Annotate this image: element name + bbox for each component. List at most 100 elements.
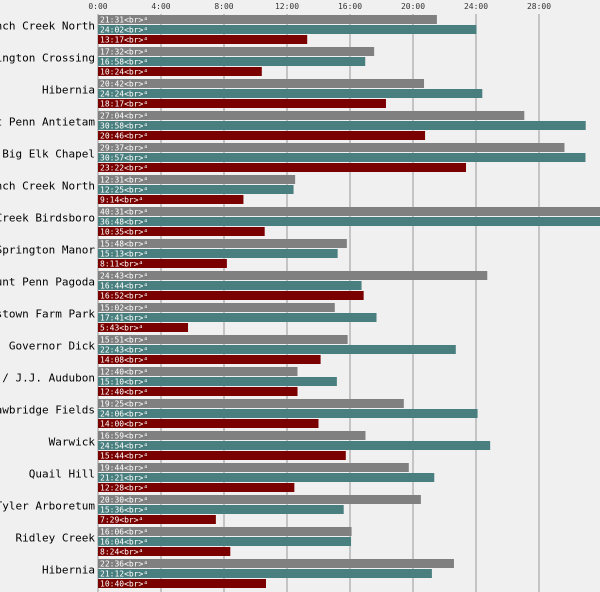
bar — [98, 495, 421, 504]
bars: 21:31<br>⁴24:02<br>⁴13:17<br>⁴ 17:32<br>⁴… — [98, 15, 600, 589]
bar-value-label: 16:06<br>⁴ — [100, 528, 148, 537]
bar — [98, 409, 478, 418]
bar-value-label: 19:25<br>⁴ — [100, 400, 148, 409]
bar — [98, 355, 321, 364]
x-axis-ticks: 0:00 4:00 8:00 12:00 16:00 20:00 24:00 28:00 — [88, 2, 551, 11]
bar-value-label: 19:44<br>⁴ — [100, 464, 148, 473]
y-tick-label: French Creek Birdsboro — [0, 212, 95, 225]
x-tick-label: 8:00 — [214, 2, 233, 11]
bar — [98, 111, 525, 120]
bar — [98, 79, 425, 88]
x-tick-label: 12:00 — [275, 2, 299, 11]
bar — [98, 559, 454, 568]
bar-value-label: 5:43<br>⁴ — [100, 324, 143, 333]
bar — [98, 217, 600, 226]
bar — [98, 569, 432, 578]
bar-value-label: 29:37<br>⁴ — [100, 144, 148, 153]
bar — [98, 67, 262, 76]
bar-value-label: 15:44<br>⁴ — [100, 452, 148, 461]
y-tick-label: Warwick — [49, 436, 96, 449]
bar — [98, 419, 319, 428]
bar — [98, 227, 265, 236]
bar — [98, 47, 375, 56]
bar-value-label: 23:22<br>⁴ — [100, 164, 148, 173]
bar — [98, 547, 231, 556]
bar — [98, 303, 335, 312]
bar — [98, 163, 467, 172]
bar — [98, 537, 352, 546]
y-tick-label: Quail Hill — [29, 468, 95, 481]
bar-value-label: 21:12<br>⁴ — [100, 570, 148, 579]
bar-value-label: 24:02<br>⁴ — [100, 26, 148, 35]
bar-value-label: 15:48<br>⁴ — [100, 240, 148, 249]
bar — [98, 451, 346, 460]
bar — [98, 505, 344, 514]
bar — [98, 239, 347, 248]
bar-value-label: 10:35<br>⁴ — [100, 228, 148, 237]
bar-value-label: 18:17<br>⁴ — [100, 100, 148, 109]
y-tick-label: Strawbridge Fields — [0, 404, 95, 417]
y-tick-label: Mount Penn Antietam — [0, 116, 95, 129]
y-tick-label: Norristown Farm Park — [0, 308, 95, 321]
bar-value-label: 16:04<br>⁴ — [100, 538, 148, 547]
bar — [98, 15, 437, 24]
bar-value-label: 12:40<br>⁴ — [100, 388, 148, 397]
bar-value-label: 15:13<br>⁴ — [100, 250, 148, 259]
bar-value-label: 10:40<br>⁴ — [100, 580, 148, 589]
bar-value-label: 24:54<br>⁴ — [100, 442, 148, 451]
bar-value-label: 22:36<br>⁴ — [100, 560, 148, 569]
bar — [98, 515, 216, 524]
y-tick-label: Hibernia — [42, 564, 95, 577]
bar — [98, 291, 364, 300]
bar-value-label: 36:48<br>⁴ — [100, 218, 148, 227]
bar-value-label: 13:17<br>⁴ — [100, 36, 148, 45]
y-tick-label: Mill Grove / J.J. Audubon — [0, 372, 95, 385]
bar — [98, 143, 565, 152]
bar — [98, 473, 435, 482]
bar-value-label: 17:41<br>⁴ — [100, 314, 148, 323]
bar — [98, 175, 296, 184]
bar-value-label: 15:51<br>⁴ — [100, 336, 148, 345]
bar-value-label: 7:29<br>⁴ — [100, 516, 143, 525]
x-tick-label: 16:00 — [338, 2, 362, 11]
bar-value-label: 21:21<br>⁴ — [100, 474, 148, 483]
bar — [98, 387, 298, 396]
y-tick-label: Governor Dick — [9, 340, 95, 353]
x-tick-label: 4:00 — [151, 2, 170, 11]
bar — [98, 579, 266, 588]
bar-value-label: 20:30<br>⁴ — [100, 496, 148, 505]
x-tick-label: 20:00 — [401, 2, 425, 11]
y-tick-label: Mount Penn Pagoda — [0, 276, 95, 289]
y-tick-label: Ridley Creek — [16, 532, 96, 545]
bar-value-label: 15:02<br>⁴ — [100, 304, 148, 313]
bar-value-label: 27:04<br>⁴ — [100, 112, 148, 121]
bar — [98, 89, 483, 98]
bar-value-label: 14:08<br>⁴ — [100, 356, 148, 365]
bar — [98, 271, 488, 280]
y-axis-labels: French Creek North Washington Crossing Hib… — [0, 20, 95, 577]
bar — [98, 259, 227, 268]
bar-value-label: 16:59<br>⁴ — [100, 432, 148, 441]
bar — [98, 431, 366, 440]
bar — [98, 367, 298, 376]
bar-value-label: 22:43<br>⁴ — [100, 346, 148, 355]
bar — [98, 131, 426, 140]
bar-value-label: 20:42<br>⁴ — [100, 80, 148, 89]
y-tick-label: Hibernia — [42, 84, 95, 97]
bar — [98, 25, 477, 34]
bar-value-label: 20:46<br>⁴ — [100, 132, 148, 141]
bar — [98, 483, 295, 492]
bar-value-label: 40:31<br>⁴ — [100, 208, 148, 217]
bar — [98, 249, 338, 258]
bar-value-label: 30:58<br>⁴ — [100, 122, 148, 131]
bar — [98, 463, 409, 472]
bar-value-label: 21:31<br>⁴ — [100, 16, 148, 25]
bar — [98, 57, 366, 66]
bar-value-label: 30:57<br>⁴ — [100, 154, 148, 163]
bar — [98, 195, 244, 204]
bar-value-label: 12:31<br>⁴ — [100, 176, 148, 185]
bar — [98, 335, 348, 344]
bar-value-label: 9:14<br>⁴ — [100, 196, 143, 205]
bar-value-label: 16:52<br>⁴ — [100, 292, 148, 301]
bar — [98, 441, 491, 450]
